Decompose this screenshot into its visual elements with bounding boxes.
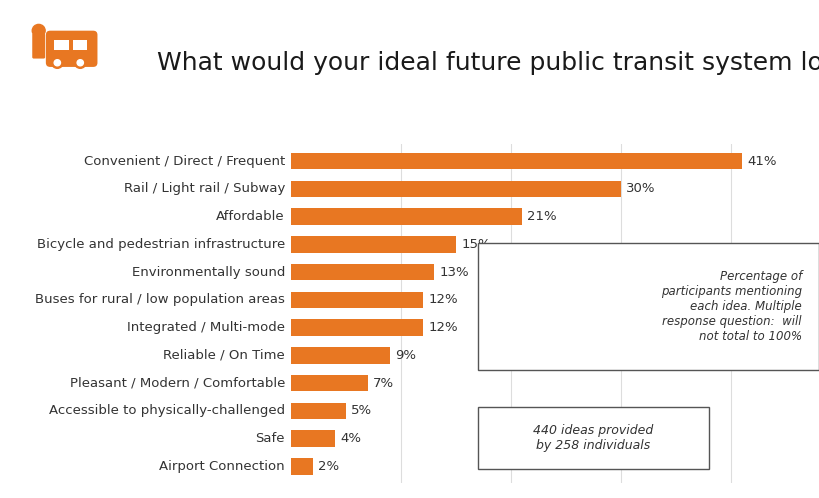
- Bar: [291, 180, 621, 197]
- Bar: [291, 291, 423, 308]
- Text: 5%: 5%: [351, 404, 373, 417]
- Text: 7%: 7%: [373, 376, 395, 389]
- Bar: [291, 375, 368, 391]
- Circle shape: [54, 60, 61, 66]
- Text: Integrated / Multi-mode: Integrated / Multi-mode: [127, 321, 285, 334]
- Text: Safe: Safe: [256, 432, 285, 445]
- Text: 440 ideas provided
by 258 individuals: 440 ideas provided by 258 individuals: [533, 424, 654, 452]
- Bar: [291, 347, 390, 364]
- Circle shape: [52, 57, 63, 68]
- FancyBboxPatch shape: [477, 407, 709, 469]
- Text: 13%: 13%: [439, 265, 469, 278]
- Circle shape: [32, 24, 45, 37]
- Bar: [291, 458, 313, 475]
- Bar: [291, 264, 434, 280]
- Bar: [291, 153, 742, 169]
- Bar: [291, 319, 423, 336]
- Text: 21%: 21%: [527, 210, 557, 223]
- Text: 9%: 9%: [396, 349, 416, 362]
- Text: Percentage of
participants mentioning
each idea. Multiple
response question:  wi: Percentage of participants mentioning ea…: [661, 270, 802, 343]
- Text: Affordable: Affordable: [216, 210, 285, 223]
- Text: 15%: 15%: [461, 238, 491, 251]
- Bar: [291, 402, 346, 419]
- Text: 12%: 12%: [428, 293, 458, 306]
- Bar: [291, 430, 335, 447]
- Text: TRANSIT: TRANSIT: [34, 113, 109, 127]
- Circle shape: [29, 3, 115, 87]
- Bar: [291, 208, 522, 225]
- Text: Pleasant / Modern / Comfortable: Pleasant / Modern / Comfortable: [70, 376, 285, 389]
- Text: 12%: 12%: [428, 321, 458, 334]
- Text: Environmentally sound: Environmentally sound: [132, 265, 285, 278]
- Text: Bicycle and pedestrian infrastructure: Bicycle and pedestrian infrastructure: [37, 238, 285, 251]
- Text: Convenient / Direct / Frequent: Convenient / Direct / Frequent: [84, 154, 285, 167]
- Text: Rail / Light rail / Subway: Rail / Light rail / Subway: [124, 182, 285, 195]
- Text: What would your ideal future public transit system look like?: What would your ideal future public tran…: [156, 51, 819, 75]
- Circle shape: [77, 60, 84, 66]
- FancyBboxPatch shape: [32, 33, 45, 59]
- Text: Airport Connection: Airport Connection: [160, 460, 285, 473]
- Bar: [73, 40, 88, 50]
- Bar: [291, 236, 456, 252]
- Circle shape: [75, 57, 86, 68]
- Bar: [54, 40, 69, 50]
- Text: Reliable / On Time: Reliable / On Time: [163, 349, 285, 362]
- Text: Accessible to physically-challenged: Accessible to physically-challenged: [49, 404, 285, 417]
- Text: 30%: 30%: [627, 182, 656, 195]
- FancyBboxPatch shape: [477, 243, 819, 370]
- Text: 41%: 41%: [748, 154, 777, 167]
- FancyBboxPatch shape: [46, 31, 97, 67]
- Text: PUBLIC: PUBLIC: [41, 90, 102, 105]
- Text: 2%: 2%: [319, 460, 339, 473]
- Text: Buses for rural / low population areas: Buses for rural / low population areas: [35, 293, 285, 306]
- Text: 4%: 4%: [340, 432, 361, 445]
